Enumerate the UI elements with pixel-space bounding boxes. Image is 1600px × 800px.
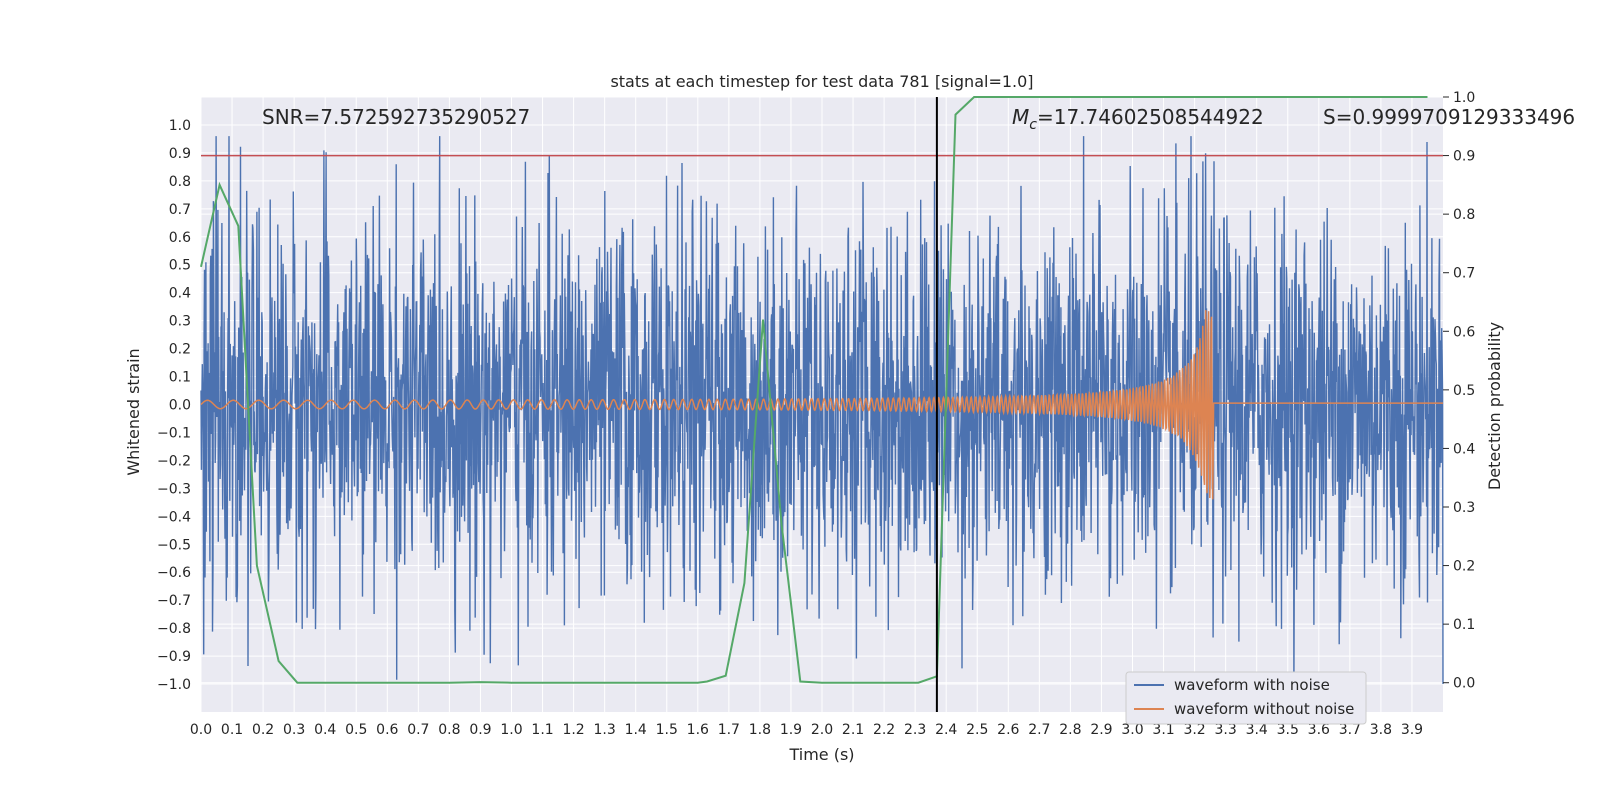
x-tick-label: 0.7 — [407, 722, 429, 738]
x-tick-label: 0.4 — [314, 722, 336, 738]
x-tick-label: 3.2 — [1183, 722, 1205, 738]
y2-tick-label: 0.4 — [1453, 441, 1475, 457]
y-tick-label: 0.4 — [169, 286, 191, 302]
y-tick-label: 0.0 — [169, 398, 191, 414]
y2-tick-label: 0.6 — [1453, 324, 1475, 340]
x-tick-label: 2.5 — [966, 722, 988, 738]
y-tick-label: 0.3 — [169, 314, 191, 330]
y-tick-label: −0.7 — [157, 593, 191, 609]
x-tick-label: 0.5 — [345, 722, 367, 738]
x-tick-label: 1.2 — [562, 722, 584, 738]
series-layer — [200, 96, 1444, 712]
x-tick-label: 2.0 — [811, 722, 833, 738]
x-tick-label: 3.7 — [1339, 722, 1361, 738]
x-tick-label: 3.6 — [1308, 722, 1330, 738]
x-tick-label: 0.1 — [221, 722, 243, 738]
x-tick-label: 3.4 — [1246, 722, 1268, 738]
x-tick-label: 3.9 — [1401, 722, 1423, 738]
y-tick-label: −1.0 — [157, 677, 191, 693]
x-tick-label: 1.0 — [500, 722, 522, 738]
x-tick-label: 0.6 — [376, 722, 398, 738]
y-tick-label: 0.1 — [169, 370, 191, 386]
y-tick-label: −0.9 — [157, 649, 191, 665]
x-tick-label: 1.8 — [749, 722, 771, 738]
x-tick-label: 2.4 — [935, 722, 957, 738]
chart-title: stats at each timestep for test data 781… — [610, 72, 1033, 91]
y2-tick-label: 0.3 — [1453, 500, 1475, 516]
x-tick-label: 2.2 — [873, 722, 895, 738]
series-noisy-line — [200, 136, 1444, 685]
x-tick-label: 3.1 — [1152, 722, 1174, 738]
x-axis-label: Time (s) — [788, 745, 854, 764]
legend: waveform with noise waveform without noi… — [1125, 671, 1367, 725]
x-tick-label: 0.8 — [438, 722, 460, 738]
y2-tick-label: 1.0 — [1453, 90, 1475, 106]
x-tick-label: 2.6 — [997, 722, 1019, 738]
x-tick-label: 2.1 — [842, 722, 864, 738]
x-tick-label: 1.9 — [780, 722, 802, 738]
legend-box — [1125, 671, 1367, 725]
x-tick-label: 1.5 — [656, 722, 678, 738]
y2-tick-label: 0.0 — [1453, 676, 1475, 692]
y-tick-label: −0.1 — [157, 425, 191, 441]
x-tick-label: 0.2 — [252, 722, 274, 738]
y-tick-label: 0.8 — [169, 174, 191, 190]
y-tick-label: −0.8 — [157, 621, 191, 637]
axis-ticks: 0.0 0.1 0.2 0.3 0.4 0.5 0.6 0.7 0.8 0.9 1.0 1.1 1.2 1… — [157, 90, 1475, 738]
y2-tick-label: 0.9 — [1453, 149, 1475, 165]
y2-tick-label: 0.2 — [1453, 559, 1475, 575]
x-tick-label: 3.3 — [1215, 722, 1237, 738]
x-tick-label: 2.3 — [904, 722, 926, 738]
snr-annotation: SNR=7.572592735290527 — [262, 105, 530, 129]
x-tick-label: 1.1 — [531, 722, 553, 738]
y-tick-label: −0.3 — [157, 481, 191, 497]
x-tick-label: 2.8 — [1059, 722, 1081, 738]
y-tick-label: −0.6 — [157, 565, 191, 581]
y-axis-label: Whitened strain — [124, 348, 143, 475]
y-tick-label: 1.0 — [169, 118, 191, 134]
y2-tick-label: 0.8 — [1453, 207, 1475, 223]
y-tick-label: −0.5 — [157, 537, 191, 553]
x-tick-label: 1.6 — [687, 722, 709, 738]
chirp-mass-annotation: Mc=17.74602508544922 — [1012, 105, 1264, 133]
x-tick-label: 2.7 — [1028, 722, 1050, 738]
x-tick-label: 3.0 — [1121, 722, 1143, 738]
x-tick-label: 0.0 — [190, 722, 212, 738]
series-clean-line — [200, 310, 1443, 500]
x-tick-label: 3.5 — [1277, 722, 1299, 738]
y-tick-label: −0.4 — [157, 509, 191, 525]
x-tick-label: 2.9 — [1090, 722, 1112, 738]
y2-tick-label: 0.1 — [1453, 617, 1475, 633]
score-annotation: S=0.9999709129333496 — [1323, 105, 1575, 129]
legend-label-noisy: waveform with noise — [1174, 676, 1330, 694]
x-tick-label: 1.4 — [625, 722, 647, 738]
x-tick-label: 1.3 — [594, 722, 616, 738]
y-tick-label: 0.9 — [169, 146, 191, 162]
x-tick-label: 0.3 — [283, 722, 305, 738]
y2-tick-label: 0.7 — [1453, 266, 1475, 282]
y-tick-label: 0.2 — [169, 342, 191, 358]
y-tick-label: −0.2 — [157, 453, 191, 469]
y-tick-label: 0.7 — [169, 202, 191, 218]
y-tick-label: 0.6 — [169, 230, 191, 246]
y-tick-label: 0.5 — [169, 258, 191, 274]
series-detection-probability-line — [200, 96, 1428, 684]
legend-label-clean: waveform without noise — [1174, 700, 1354, 718]
x-tick-label: 1.7 — [718, 722, 740, 738]
y2-axis-label: Detection probability — [1485, 322, 1504, 490]
x-tick-label: 3.8 — [1370, 722, 1392, 738]
x-tick-label: 0.9 — [469, 722, 491, 738]
y2-tick-label: 0.5 — [1453, 383, 1475, 399]
